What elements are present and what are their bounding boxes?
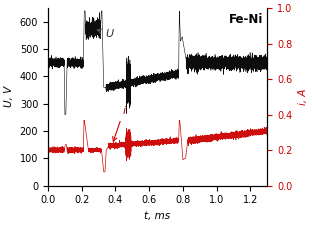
Y-axis label: U, V: U, V <box>4 86 14 108</box>
Y-axis label: i, A: i, A <box>298 89 308 105</box>
Text: U: U <box>97 29 113 39</box>
Text: i: i <box>113 106 125 141</box>
X-axis label: t, ms: t, ms <box>144 211 171 221</box>
Text: Fe-Ni: Fe-Ni <box>228 14 263 27</box>
